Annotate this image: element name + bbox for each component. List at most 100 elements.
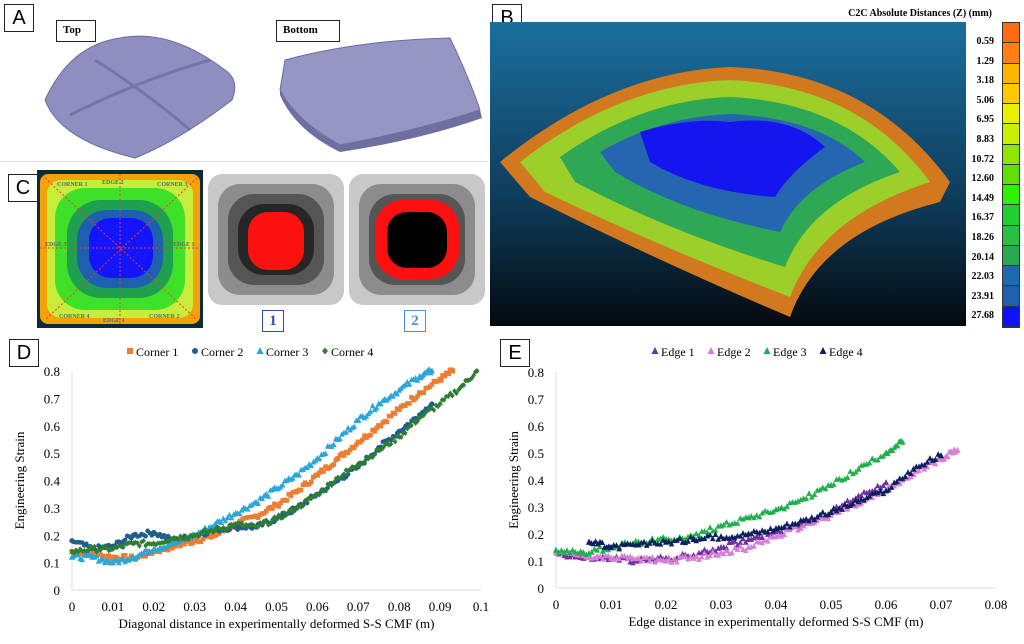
data-point bbox=[296, 502, 302, 508]
data-point bbox=[92, 543, 97, 550]
data-point bbox=[597, 543, 603, 550]
data-point bbox=[607, 543, 615, 551]
y-tick-label: 0.8 bbox=[528, 365, 544, 380]
top-scan-shape bbox=[44, 35, 236, 159]
y-tick-label: 0.7 bbox=[528, 392, 545, 407]
data-point bbox=[880, 482, 887, 489]
data-point bbox=[182, 541, 187, 547]
legend-item: Edge 3 bbox=[763, 345, 807, 359]
data-point bbox=[377, 400, 384, 407]
data-point bbox=[323, 486, 328, 493]
data-point bbox=[817, 486, 823, 493]
data-point bbox=[731, 538, 738, 544]
legend-item: Corner 2 bbox=[192, 345, 243, 359]
data-point bbox=[392, 411, 398, 416]
colorbar-segment bbox=[1003, 23, 1019, 44]
data-point bbox=[638, 557, 645, 564]
c2c-distance-render bbox=[490, 22, 966, 326]
legend-label: Corner 3 bbox=[266, 345, 308, 359]
data-point bbox=[759, 509, 766, 516]
x-tick-label: 0.08 bbox=[985, 597, 1008, 612]
data-point bbox=[594, 547, 601, 553]
data-point bbox=[847, 468, 854, 474]
data-point bbox=[390, 393, 396, 399]
data-point bbox=[100, 544, 105, 550]
data-point bbox=[924, 463, 931, 470]
data-point bbox=[712, 531, 719, 537]
data-point bbox=[341, 471, 347, 477]
data-point bbox=[351, 423, 358, 430]
legend-label: Corner 2 bbox=[201, 345, 243, 359]
data-point bbox=[712, 527, 719, 533]
data-point bbox=[373, 404, 380, 411]
x-axis-title: Edge distance in experimentally deformed… bbox=[629, 614, 924, 629]
colorbar-tick: 23.91 bbox=[971, 290, 995, 302]
data-point bbox=[830, 505, 837, 512]
data-point bbox=[682, 536, 689, 542]
data-point bbox=[333, 475, 339, 482]
data-point bbox=[808, 514, 815, 520]
data-point bbox=[268, 520, 273, 527]
data-point bbox=[259, 495, 265, 501]
data-point bbox=[140, 549, 147, 556]
data-point bbox=[701, 546, 708, 553]
data-point bbox=[740, 516, 746, 522]
data-point bbox=[751, 543, 757, 549]
data-point bbox=[698, 553, 705, 560]
data-point bbox=[707, 552, 713, 558]
data-point bbox=[372, 428, 377, 434]
data-point bbox=[118, 543, 124, 550]
data-point bbox=[278, 500, 283, 506]
data-point bbox=[372, 451, 377, 458]
panel-e-label: E bbox=[500, 339, 530, 367]
data-point bbox=[288, 493, 294, 499]
data-point bbox=[674, 537, 680, 543]
data-point bbox=[218, 519, 225, 525]
data-point bbox=[469, 375, 475, 381]
data-point bbox=[429, 405, 435, 412]
data-point bbox=[407, 423, 412, 430]
data-point bbox=[819, 509, 826, 515]
x-tick-label: 0 bbox=[553, 597, 560, 612]
y-tick-label: 0.6 bbox=[44, 419, 61, 434]
legend-item: Edge 1 bbox=[651, 345, 695, 359]
y-tick-label: 0.6 bbox=[528, 419, 545, 434]
series-corner-3 bbox=[68, 366, 436, 566]
data-point bbox=[937, 452, 945, 459]
data-point bbox=[924, 458, 931, 465]
data-point bbox=[863, 494, 870, 501]
data-point bbox=[723, 547, 730, 554]
legend-marker-icon bbox=[763, 347, 771, 354]
data-point bbox=[311, 493, 316, 500]
data-point bbox=[122, 553, 128, 558]
data-point bbox=[751, 514, 757, 521]
data-point bbox=[621, 552, 628, 559]
y-axis-title: Engineering Strain bbox=[506, 431, 521, 529]
data-point bbox=[319, 486, 324, 493]
data-point bbox=[353, 463, 359, 470]
data-point bbox=[270, 506, 275, 511]
data-point bbox=[833, 503, 840, 510]
x-tick-label: 0.09 bbox=[429, 599, 452, 614]
data-point bbox=[753, 512, 760, 518]
legend-item: Corner 3 bbox=[256, 345, 308, 359]
data-point bbox=[944, 453, 951, 459]
colorbar-title: C2C Absolute Distances (Z) (mm) bbox=[848, 8, 992, 19]
data-point bbox=[351, 464, 357, 471]
data-point bbox=[106, 553, 112, 558]
data-point bbox=[316, 455, 323, 462]
data-point bbox=[800, 516, 807, 524]
panel-a-label: A bbox=[4, 4, 34, 32]
data-point bbox=[767, 525, 774, 532]
data-point bbox=[406, 381, 413, 387]
data-point bbox=[717, 533, 725, 540]
data-point bbox=[437, 400, 443, 407]
data-point bbox=[384, 440, 390, 446]
data-point bbox=[811, 491, 818, 497]
data-point bbox=[674, 558, 680, 565]
data-point bbox=[599, 555, 606, 562]
data-point bbox=[784, 520, 790, 527]
legend-marker-icon bbox=[127, 348, 133, 354]
x-tick-label: 0.02 bbox=[655, 597, 678, 612]
data-point bbox=[421, 412, 427, 419]
